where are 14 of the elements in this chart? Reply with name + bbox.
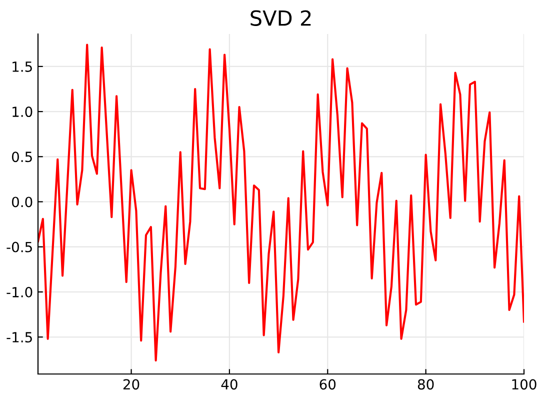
y-tick-label: 1.0	[12, 106, 32, 118]
y-tick-label: -1.5	[6, 332, 32, 342]
y-tick-label: -0.5	[6, 242, 32, 252]
x-tick-label: 100	[512, 379, 536, 390]
chart-title: SVD 2	[250, 10, 311, 26]
x-tick-label: 80	[418, 379, 434, 390]
x-tick-label: 40	[221, 379, 238, 390]
x-tick-label: 60	[320, 379, 336, 390]
x-tick-label: 20	[123, 379, 140, 390]
y-tick-label: 0.5	[12, 152, 32, 162]
y-tick-label: -1.0	[6, 286, 32, 298]
y-tick-label: 0.0	[12, 196, 32, 208]
y-tick-label: 1.5	[12, 62, 32, 72]
line-series	[38, 44, 524, 362]
